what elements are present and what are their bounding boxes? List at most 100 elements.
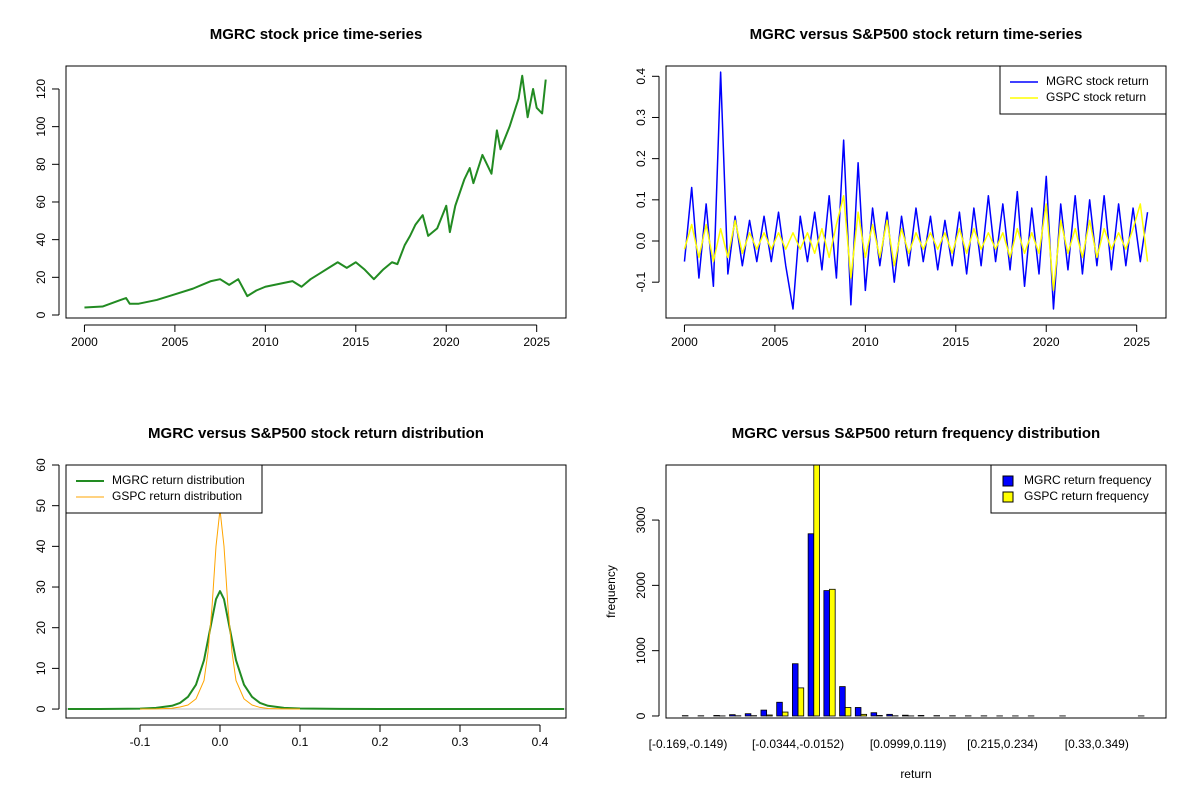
bar [902, 714, 909, 717]
legend-swatch [1002, 491, 1014, 503]
chart-title: MGRC versus S&P500 return frequency dist… [732, 425, 1100, 442]
bar [844, 707, 852, 717]
legend-label: GSPC return distribution [112, 489, 242, 503]
legend-box [999, 65, 1167, 115]
bar [760, 709, 768, 717]
x-axis-label: return [900, 767, 931, 781]
x-tick-label: -0.1 [130, 735, 151, 749]
legend-label: GSPC return frequency [1024, 489, 1149, 503]
plot-box [665, 65, 1167, 319]
y-tick-label: 0 [34, 311, 48, 318]
y-tick-label: 0.2 [634, 150, 648, 167]
x-tick-label: 2025 [1123, 335, 1150, 349]
bar [886, 713, 893, 717]
y-tick-label: 40 [34, 539, 48, 553]
x-tick-label: 2015 [342, 335, 369, 349]
bar [839, 686, 846, 717]
plot-area [683, 71, 1149, 310]
bar [876, 715, 883, 717]
y-tick-label: 3000 [634, 506, 648, 533]
y-tick-label: 0.1 [634, 191, 648, 208]
y-tick-label: 80 [34, 157, 48, 171]
bar [829, 588, 836, 717]
legend-label: MGRC return frequency [1024, 473, 1151, 487]
x-tick-label: 0.2 [372, 735, 389, 749]
bar [713, 715, 720, 717]
y-tick-label: 100 [34, 116, 48, 136]
chart-title: MGRC versus S&P500 stock return distribu… [148, 425, 484, 442]
bar [729, 714, 736, 717]
y-tick-label: 40 [34, 233, 48, 247]
bar [807, 533, 815, 717]
bar [744, 713, 752, 717]
bar [854, 707, 862, 717]
x-tick-label: 2005 [762, 335, 789, 349]
x-tick-label: 0.3 [452, 735, 469, 749]
y-tick-label: 60 [34, 458, 48, 472]
y-tick-label: 50 [34, 499, 48, 513]
x-tick-label: 2020 [1033, 335, 1060, 349]
bar [870, 712, 878, 717]
bar [792, 663, 799, 717]
chart-panel: MGRC stock price time-series 0 20 40 60 80 100… [34, 26, 567, 349]
y-tick-label: 0 [34, 705, 48, 712]
series-line [683, 194, 1149, 292]
plot-box [65, 65, 567, 319]
y-tick-label: 120 [34, 79, 48, 99]
y-tick-label: 0.4 [634, 68, 648, 85]
x-tick-label: 2020 [433, 335, 460, 349]
y-tick-label: 2000 [634, 572, 648, 599]
bar [860, 713, 868, 717]
bar [823, 590, 830, 717]
bar [776, 701, 783, 717]
legend-box [65, 464, 263, 514]
y-tick-label: 10 [34, 661, 48, 675]
bar [917, 715, 925, 717]
x-tick-label: [0.33,0.349) [1065, 737, 1129, 751]
y-tick-label: -0.1 [634, 272, 648, 293]
x-tick-label: [0.0999,0.119) [870, 737, 947, 751]
bar [781, 711, 789, 717]
bar [766, 714, 773, 717]
y-axis-label: frequency [604, 565, 618, 618]
legend-swatch [1002, 475, 1014, 487]
bar [797, 687, 805, 717]
chart-panel: MGRC versus S&P500 stock return time-ser… [634, 26, 1167, 349]
chart-panel: MGRC versus S&P500 return frequency dist… [604, 425, 1167, 781]
x-tick-label: 2010 [252, 335, 279, 349]
x-tick-label: 2000 [71, 335, 98, 349]
y-tick-label: 60 [34, 195, 48, 209]
plot-area [681, 465, 1145, 717]
x-tick-label: 0.1 [292, 735, 309, 749]
y-tick-label: 0.0 [634, 232, 648, 249]
x-tick-label: [-0.0344,-0.0152) [752, 737, 844, 751]
legend-label: GSPC stock return [1046, 90, 1146, 104]
bar [813, 465, 820, 717]
x-tick-label: 0.4 [532, 735, 549, 749]
series-line [67, 590, 565, 711]
chart-title: MGRC versus S&P500 stock return time-ser… [750, 26, 1083, 43]
plot-area [84, 74, 547, 309]
y-tick-label: 0.3 [634, 109, 648, 126]
y-tick-label: 20 [34, 270, 48, 284]
y-tick-label: 20 [34, 621, 48, 635]
x-tick-label: 2015 [942, 335, 969, 349]
series-line [84, 74, 547, 309]
x-tick-label: 0.0 [212, 735, 229, 749]
chart-panel: MGRC versus S&P500 stock return distribu… [34, 425, 567, 749]
x-tick-label: [-0.169,-0.149) [649, 737, 728, 751]
chart-title: MGRC stock price time-series [210, 26, 423, 43]
plot-box [65, 464, 567, 719]
legend-label: MGRC stock return [1046, 74, 1149, 88]
y-tick-label: 1000 [634, 637, 648, 664]
x-tick-label: 2005 [162, 335, 189, 349]
y-tick-label: 30 [34, 580, 48, 594]
legend-label: MGRC return distribution [112, 473, 245, 487]
plot-box [665, 464, 1167, 719]
x-tick-label: [0.215,0.234) [967, 737, 1038, 751]
y-tick-label: 0 [634, 712, 648, 719]
x-tick-label: 2010 [852, 335, 879, 349]
x-tick-label: 2000 [671, 335, 698, 349]
